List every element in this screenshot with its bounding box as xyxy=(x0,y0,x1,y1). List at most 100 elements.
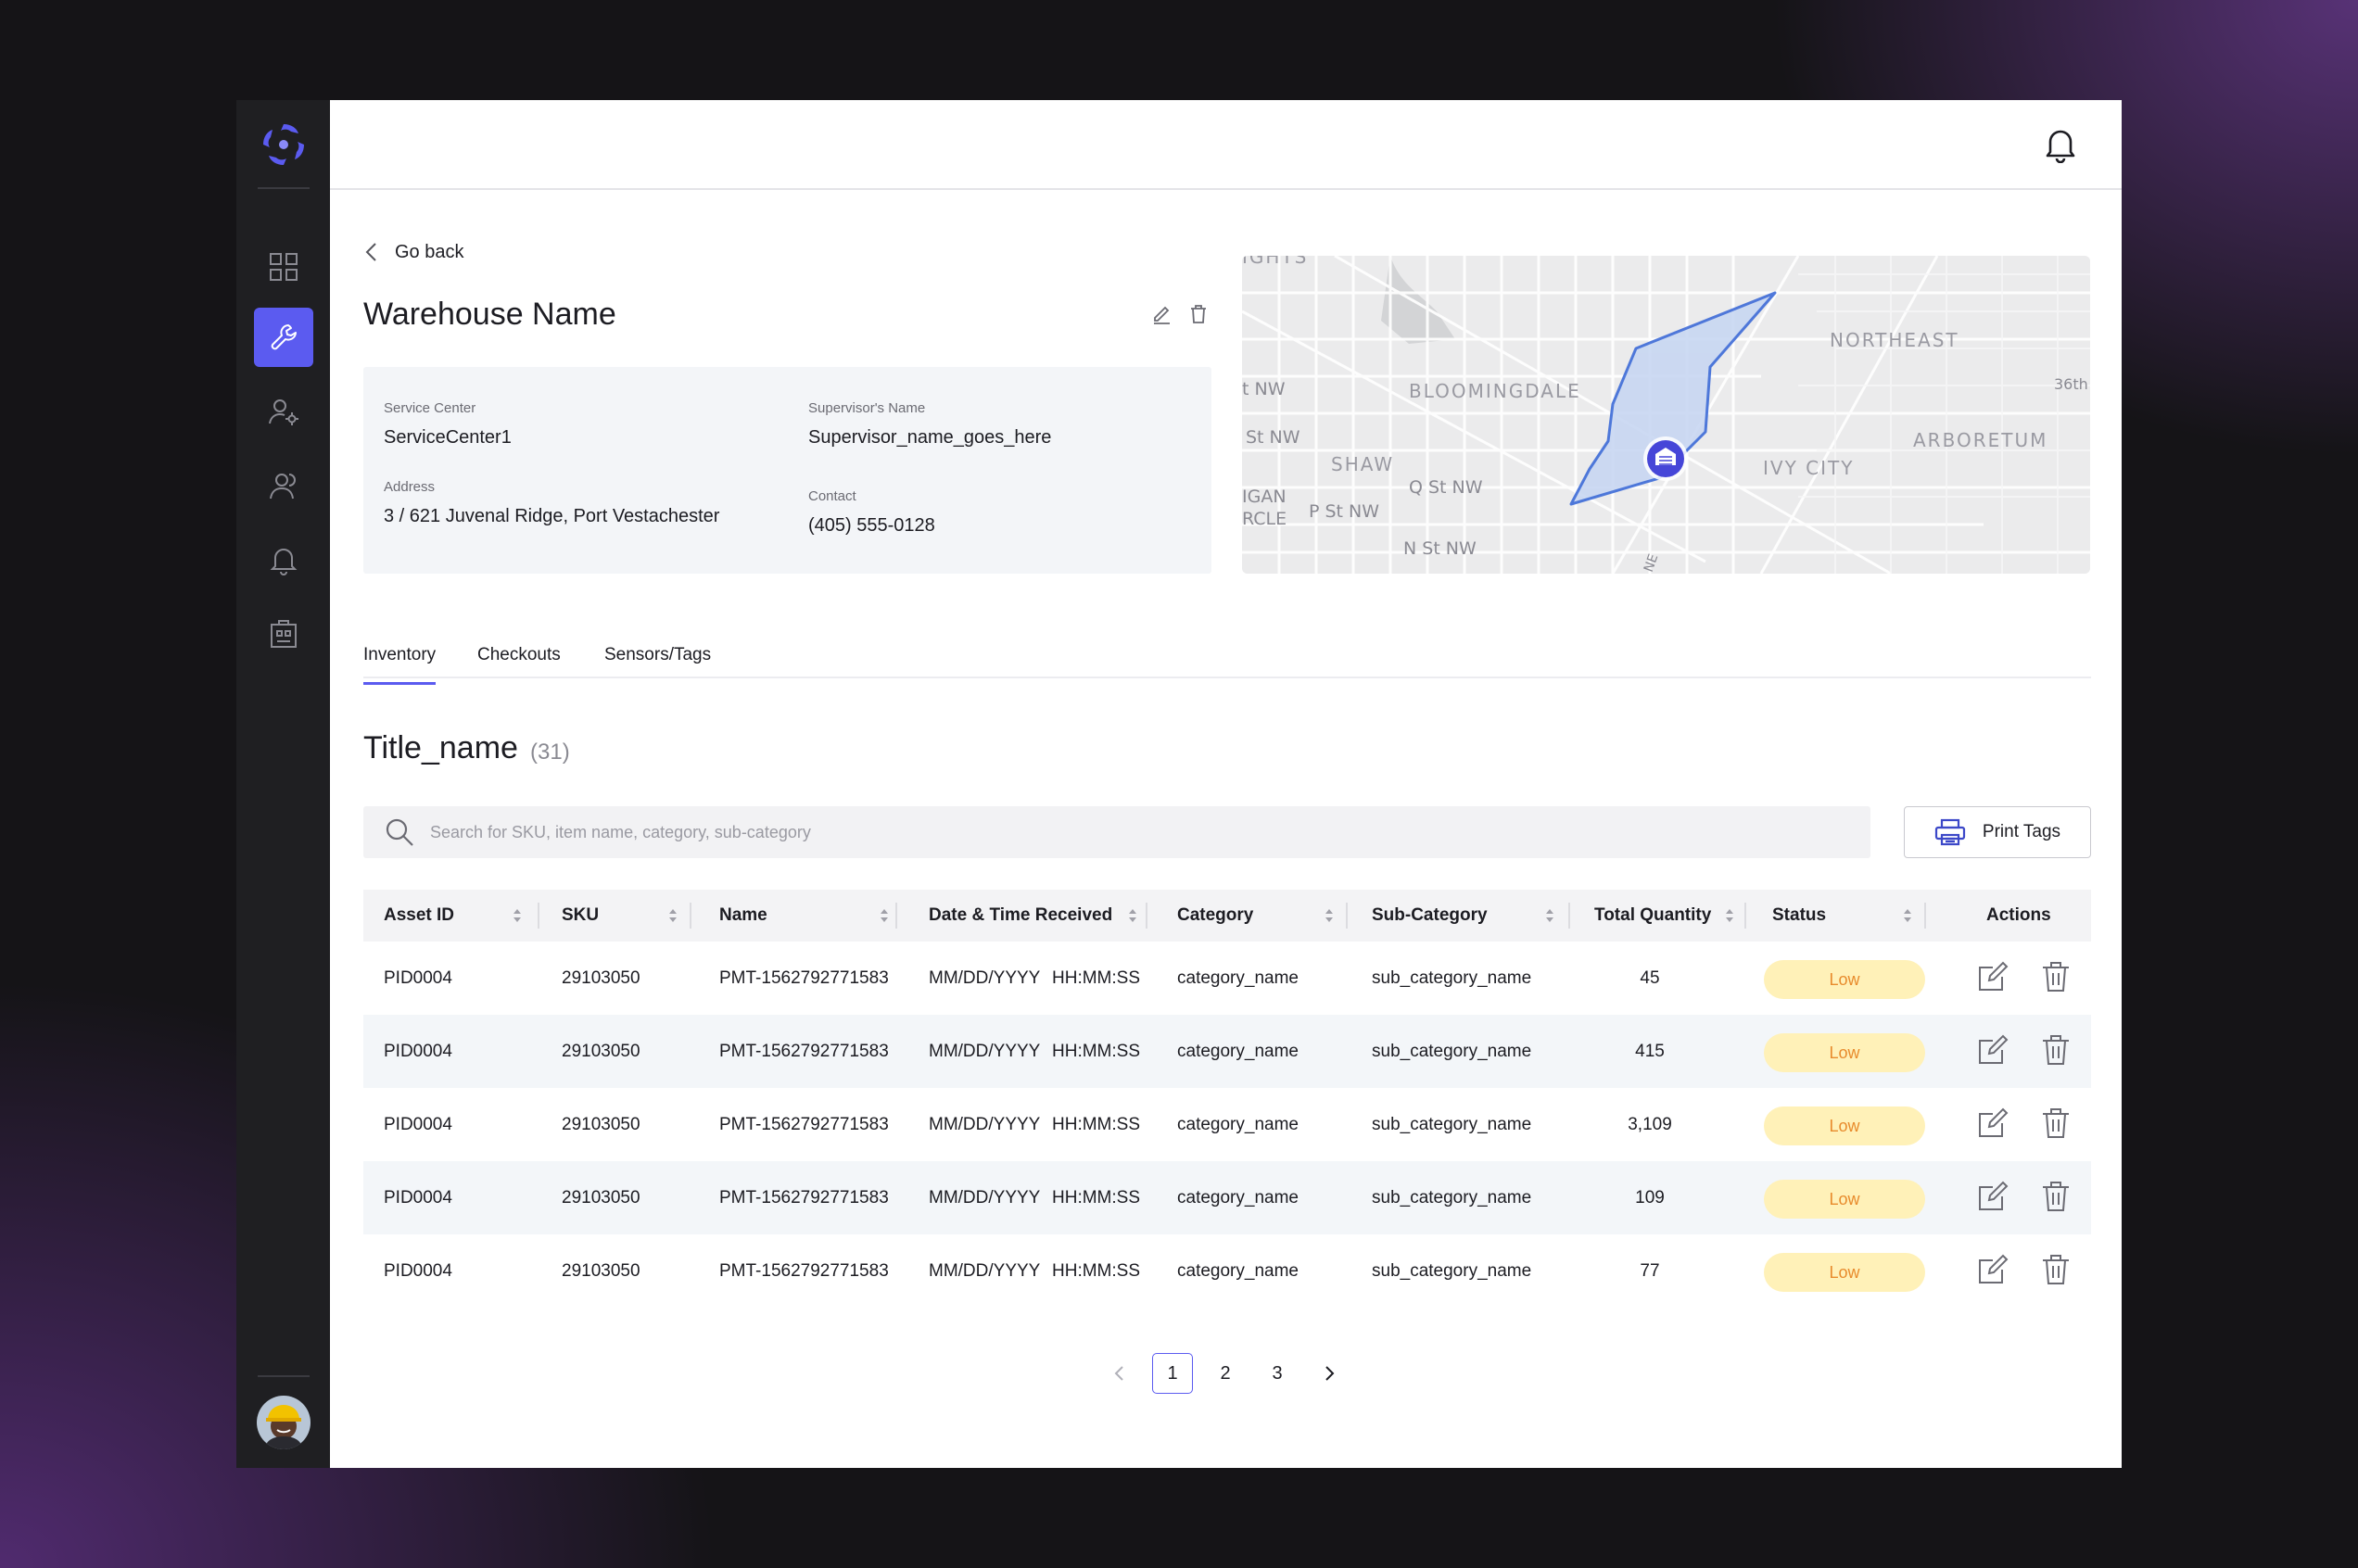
nav-warehouse[interactable] xyxy=(254,604,313,664)
column-separator xyxy=(1146,903,1147,929)
cell-category: category_name xyxy=(1177,1187,1299,1208)
nav-users[interactable] xyxy=(254,456,313,515)
print-tags-button[interactable]: Print Tags xyxy=(1904,806,2091,858)
warehouse-map-pin-icon[interactable] xyxy=(1643,436,1688,481)
page-title: Warehouse Name xyxy=(363,297,616,332)
col-status[interactable]: Status xyxy=(1772,905,1827,925)
sort-icon[interactable] xyxy=(667,906,678,925)
column-separator xyxy=(1568,903,1570,929)
cell-asset-id: PID0004 xyxy=(384,1114,452,1134)
cell-sub-category: sub_category_name xyxy=(1372,1041,1532,1061)
tab-checkouts[interactable]: Checkouts xyxy=(477,645,561,664)
table-row[interactable]: PID0004 29103050 PMT-1562792771583 MM/DD/YY… xyxy=(363,1234,2091,1308)
list-count: (31) xyxy=(530,740,570,765)
clipboard-building-icon xyxy=(271,620,297,648)
edit-icon[interactable] xyxy=(1976,1180,2009,1213)
page-1-button[interactable]: 1 xyxy=(1152,1353,1193,1394)
page-3-button[interactable]: 3 xyxy=(1272,1362,1283,1384)
field-label: Contact xyxy=(808,488,856,504)
cell-date: MM/DD/YYYY xyxy=(929,1187,1041,1208)
page-2-button[interactable]: 2 xyxy=(1220,1362,1231,1384)
map-canvas: IGHTS BLOOMINGDALE NORTHEAST ARBORETUM I… xyxy=(1242,256,2090,574)
address-field: Address 3 / 621 Juvenal Ridge, Port Vest… xyxy=(384,479,719,527)
go-back-link[interactable]: Go back xyxy=(363,241,463,263)
table-row[interactable]: PID0004 29103050 PMT-1562792771583 MM/DD/YY… xyxy=(363,942,2091,1015)
sort-icon[interactable] xyxy=(1724,906,1735,925)
cell-name: PMT-1562792771583 xyxy=(719,1187,889,1208)
nav-tools[interactable] xyxy=(254,308,313,367)
sidebar-divider xyxy=(258,187,310,189)
edit-icon[interactable] xyxy=(1976,960,2009,993)
trash-icon[interactable] xyxy=(2039,1033,2073,1067)
cell-asset-id: PID0004 xyxy=(384,1260,452,1281)
map-label: IGAN xyxy=(1242,487,1287,507)
trash-icon[interactable] xyxy=(2039,1253,2073,1286)
status-badge: Low xyxy=(1764,1253,1925,1292)
sort-icon[interactable] xyxy=(879,906,890,925)
sort-icon[interactable] xyxy=(1127,906,1138,925)
prev-page-button[interactable] xyxy=(1099,1353,1140,1394)
sort-icon[interactable] xyxy=(512,906,523,925)
cell-sub-category: sub_category_name xyxy=(1372,1187,1532,1208)
contact-value: (405) 555-0128 xyxy=(808,515,935,536)
next-page-button[interactable] xyxy=(1309,1353,1350,1394)
cell-quantity: 77 xyxy=(1640,1260,1660,1281)
cell-sub-category: sub_category_name xyxy=(1372,1260,1532,1281)
cell-sku: 29103050 xyxy=(562,1187,640,1208)
users-icon xyxy=(270,474,296,499)
avatar[interactable] xyxy=(257,1396,311,1449)
sort-icon[interactable] xyxy=(1544,906,1555,925)
tab-inventory[interactable]: Inventory xyxy=(363,645,437,685)
cell-category: category_name xyxy=(1177,967,1299,988)
edit-icon[interactable] xyxy=(1976,1106,2009,1140)
map-label: NORTHEAST xyxy=(1830,329,1959,351)
table-row[interactable]: PID0004 29103050 PMT-1562792771583 MM/DD/YY… xyxy=(363,1015,2091,1088)
wrench-icon xyxy=(271,324,297,350)
table-row[interactable]: PID0004 29103050 PMT-1562792771583 MM/DD/YY… xyxy=(363,1088,2091,1161)
col-sub-category[interactable]: Sub-Category xyxy=(1372,905,1488,925)
service-center-value: ServiceCenter1 xyxy=(384,427,512,448)
trash-icon[interactable] xyxy=(2039,1106,2073,1140)
search-bar[interactable] xyxy=(363,806,1870,858)
status-badge: Low xyxy=(1764,1106,1925,1145)
trash-icon[interactable] xyxy=(1188,304,1209,324)
cell-name: PMT-1562792771583 xyxy=(719,1114,889,1134)
map-label: ARBORETUM xyxy=(1913,429,2047,451)
cell-category: category_name xyxy=(1177,1260,1299,1281)
contact-field: Contact (405) 555-0128 xyxy=(808,488,935,537)
col-asset-id[interactable]: Asset ID xyxy=(384,905,455,925)
col-category[interactable]: Category xyxy=(1177,905,1254,925)
map-label: NE xyxy=(1642,552,1662,574)
edit-icon[interactable] xyxy=(1976,1253,2009,1286)
nav-alerts[interactable] xyxy=(254,530,313,589)
search-input[interactable] xyxy=(430,822,1728,842)
col-total-quantity[interactable]: Total Quantity xyxy=(1594,905,1712,925)
table-row[interactable]: PID0004 29103050 PMT-1562792771583 MM/DD/YY… xyxy=(363,1161,2091,1234)
sort-icon[interactable] xyxy=(1902,906,1913,925)
go-back-label: Go back xyxy=(395,241,464,262)
cell-time: HH:MM:SS xyxy=(1052,967,1140,988)
sidebar xyxy=(236,100,330,1468)
col-sku[interactable]: SKU xyxy=(562,905,600,925)
map-label: IGHTS xyxy=(1242,256,1308,268)
cell-time: HH:MM:SS xyxy=(1052,1041,1140,1061)
nav-dashboard[interactable] xyxy=(254,237,313,297)
col-date-received[interactable]: Date & Time Received xyxy=(929,905,1113,925)
field-label: Supervisor's Name xyxy=(808,400,926,416)
brand-logo-icon[interactable] xyxy=(258,119,310,171)
cell-name: PMT-1562792771583 xyxy=(719,1041,889,1061)
trash-icon[interactable] xyxy=(2039,1180,2073,1213)
cell-date: MM/DD/YYYY xyxy=(929,1114,1041,1134)
tab-sensors-tags[interactable]: Sensors/Tags xyxy=(604,645,712,664)
status-badge: Low xyxy=(1764,1033,1925,1072)
trash-icon[interactable] xyxy=(2039,960,2073,993)
sidebar-divider xyxy=(258,1375,310,1377)
edit-icon[interactable] xyxy=(1151,304,1172,324)
sort-icon[interactable] xyxy=(1324,906,1335,925)
nav-user-settings[interactable] xyxy=(254,382,313,441)
col-name[interactable]: Name xyxy=(719,905,767,925)
edit-icon[interactable] xyxy=(1976,1033,2009,1067)
bell-icon[interactable] xyxy=(2044,126,2077,163)
warehouse-map[interactable]: IGHTS BLOOMINGDALE NORTHEAST ARBORETUM I… xyxy=(1242,256,2090,574)
field-label: Address xyxy=(384,479,436,495)
